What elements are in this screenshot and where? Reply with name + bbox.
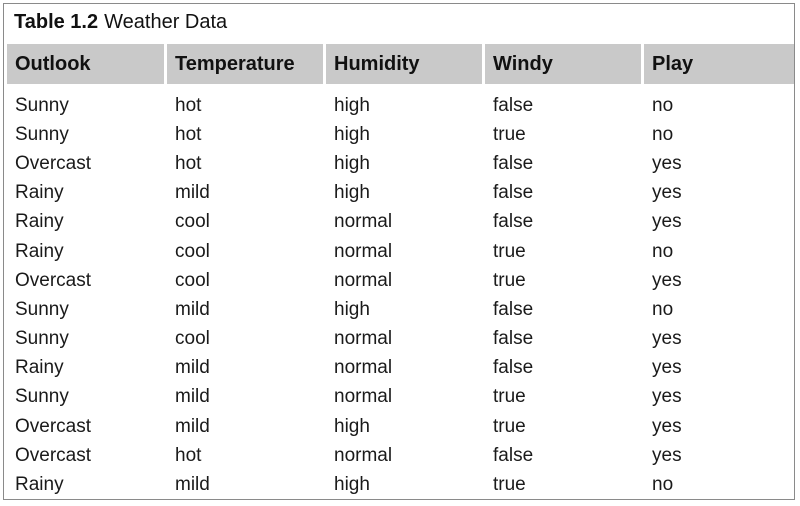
cell-windy: true: [493, 269, 526, 291]
cell-temperature: hot: [175, 123, 202, 145]
cell-play: yes: [652, 444, 682, 466]
cell-outlook: Overcast: [15, 444, 92, 466]
cell-temperature: cool: [175, 211, 210, 233]
cell-temperature: mild: [175, 182, 210, 204]
cell-outlook: Sunny: [15, 123, 69, 145]
cell-outlook: Overcast: [15, 269, 92, 291]
cell-windy: true: [493, 415, 526, 437]
cell-outlook: Overcast: [15, 152, 92, 174]
cell-outlook: Sunny: [15, 94, 69, 116]
cell-outlook: Sunny: [15, 298, 69, 320]
table-row: Sunny hot high false no: [7, 91, 794, 120]
cell-play: yes: [652, 357, 682, 379]
cell-windy: false: [493, 152, 534, 174]
cell-temperature: mild: [175, 415, 210, 437]
table-row: Sunny mild normal true yes: [7, 383, 794, 412]
cell-humidity: high: [334, 123, 370, 145]
cell-windy: false: [493, 298, 534, 320]
cell-outlook: Sunny: [15, 386, 69, 408]
table-title: Weather Data: [104, 11, 228, 33]
cell-temperature: mild: [175, 357, 210, 379]
table-number: Table 1.2: [14, 11, 99, 33]
cell-windy: false: [493, 328, 534, 350]
cell-humidity: normal: [334, 444, 393, 466]
cell-windy: true: [493, 386, 526, 408]
column-header-windy: Windy: [485, 44, 644, 84]
cell-windy: true: [493, 123, 526, 145]
table-caption: Table 1.2 Weather Data: [14, 11, 227, 34]
cell-humidity: high: [334, 152, 370, 174]
cell-outlook: Sunny: [15, 328, 69, 350]
cell-outlook: Overcast: [15, 415, 92, 437]
table-row: Rainy mild normal false yes: [7, 354, 794, 383]
cell-temperature: hot: [175, 444, 202, 466]
cell-temperature: cool: [175, 328, 210, 350]
cell-play: no: [652, 298, 674, 320]
cell-play: yes: [652, 386, 682, 408]
table-row: Sunny mild high false no: [7, 295, 794, 324]
cell-outlook: Rainy: [15, 357, 64, 379]
cell-play: yes: [652, 152, 682, 174]
cell-outlook: Rainy: [15, 182, 64, 204]
cell-play: no: [652, 94, 674, 116]
column-header-humidity: Humidity: [326, 44, 485, 84]
cell-play: yes: [652, 415, 682, 437]
cell-humidity: high: [334, 474, 370, 496]
cell-humidity: normal: [334, 357, 393, 379]
cell-humidity: high: [334, 182, 370, 204]
table-row: Rainy mild high false yes: [7, 179, 794, 208]
table-row: Overcast hot normal false yes: [7, 441, 794, 470]
table-row: Rainy cool normal true no: [7, 237, 794, 266]
cell-windy: false: [493, 182, 534, 204]
cell-outlook: Rainy: [15, 240, 64, 262]
cell-temperature: cool: [175, 269, 210, 291]
table-row: Sunny cool normal false yes: [7, 325, 794, 354]
weather-data-table: Table 1.2 Weather Data Outlook Temperatur…: [3, 3, 795, 500]
table-body: Sunny hot high false no Sunny hot high true no Ove…: [7, 91, 794, 500]
cell-temperature: hot: [175, 152, 202, 174]
cell-temperature: cool: [175, 240, 210, 262]
cell-outlook: Rainy: [15, 474, 64, 496]
cell-outlook: Rainy: [15, 211, 64, 233]
cell-play: no: [652, 474, 674, 496]
table-row: Overcast cool normal true yes: [7, 266, 794, 295]
cell-play: no: [652, 240, 674, 262]
cell-windy: true: [493, 474, 526, 496]
cell-temperature: mild: [175, 386, 210, 408]
cell-temperature: mild: [175, 298, 210, 320]
cell-humidity: high: [334, 298, 370, 320]
cell-windy: false: [493, 444, 534, 466]
table-row: Overcast mild high true yes: [7, 412, 794, 441]
table-row: Rainy mild high true no: [7, 470, 794, 499]
table-row: Overcast hot high false yes: [7, 149, 794, 178]
column-header-outlook: Outlook: [7, 44, 167, 84]
column-header-temperature: Temperature: [167, 44, 326, 84]
table-row: Rainy cool normal false yes: [7, 208, 794, 237]
table-row: Sunny hot high true no: [7, 120, 794, 149]
cell-play: no: [652, 123, 674, 145]
cell-play: yes: [652, 328, 682, 350]
cell-humidity: normal: [334, 386, 393, 408]
cell-humidity: normal: [334, 240, 393, 262]
cell-humidity: normal: [334, 269, 393, 291]
cell-windy: true: [493, 240, 526, 262]
cell-windy: false: [493, 94, 534, 116]
cell-temperature: hot: [175, 94, 202, 116]
cell-humidity: normal: [334, 328, 393, 350]
cell-windy: false: [493, 211, 534, 233]
cell-play: yes: [652, 269, 682, 291]
cell-play: yes: [652, 211, 682, 233]
column-header-play: Play: [644, 44, 794, 84]
table-header-row: Outlook Temperature Humidity Windy Play: [7, 44, 794, 84]
cell-temperature: mild: [175, 474, 210, 496]
cell-humidity: high: [334, 415, 370, 437]
cell-windy: false: [493, 357, 534, 379]
cell-humidity: high: [334, 94, 370, 116]
cell-play: yes: [652, 182, 682, 204]
cell-humidity: normal: [334, 211, 393, 233]
